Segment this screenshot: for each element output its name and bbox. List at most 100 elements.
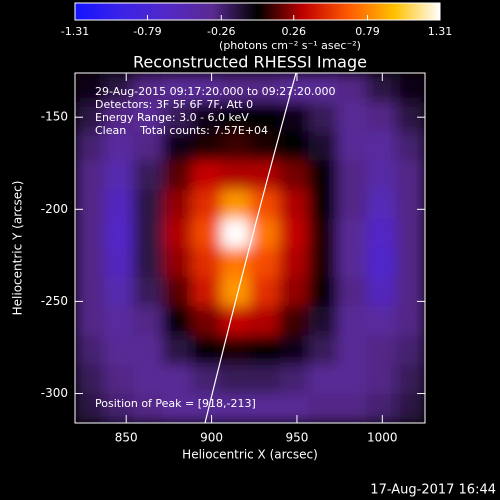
heatmap-cell <box>338 219 368 249</box>
heatmap-cell <box>221 190 251 220</box>
heatmap-cell <box>75 306 105 336</box>
heatmap-cell <box>338 131 368 161</box>
heatmap-cell <box>308 219 338 249</box>
colorbar-tick-label: 0.26 <box>281 25 306 38</box>
heatmap-cell <box>163 248 193 278</box>
heatmap-cell <box>104 248 134 278</box>
heatmap-cell <box>75 365 105 395</box>
colorbar-label: (photons cm⁻² s⁻¹ asec⁻²) <box>219 39 361 52</box>
heatmap-cell <box>192 306 222 336</box>
heatmap-cell <box>75 248 105 278</box>
heatmap-cell <box>250 219 280 249</box>
annotation: Detectors: 3F 5F 6F 7F, Att 0 <box>95 98 253 111</box>
heatmap-cell <box>104 306 134 336</box>
heatmap-cell <box>396 306 426 336</box>
heatmap-cell <box>367 161 397 191</box>
chart-title: Reconstructed RHESSI Image <box>133 53 367 72</box>
heatmap-cell <box>396 73 426 103</box>
heatmap-cell <box>104 277 134 307</box>
heatmap-cell <box>308 336 338 366</box>
heatmap-cell <box>221 365 251 395</box>
heatmap-cell <box>396 190 426 220</box>
heatmap-cell <box>163 219 193 249</box>
x-tick-label: 850 <box>115 431 138 445</box>
heatmap-cell <box>338 365 368 395</box>
heatmap-cell <box>75 336 105 366</box>
y-axis-label: Heliocentric Y (arcsec) <box>11 181 25 316</box>
heatmap-cell <box>250 277 280 307</box>
heatmap-cell <box>163 306 193 336</box>
heatmap-cell <box>338 190 368 220</box>
heatmap-cell <box>367 73 397 103</box>
heatmap-cell <box>221 306 251 336</box>
colorbar-tick-label: -0.26 <box>207 25 235 38</box>
peak-label: Position of Peak = [918,-213] <box>95 397 256 410</box>
heatmap-cell <box>338 248 368 278</box>
heatmap-cell <box>396 248 426 278</box>
heatmap-cell <box>192 365 222 395</box>
heatmap-cell <box>133 306 163 336</box>
heatmap-cell <box>279 190 309 220</box>
heatmap-cell <box>338 102 368 132</box>
heatmap-cell <box>104 161 134 191</box>
heatmap-cell <box>250 161 280 191</box>
annotation: Clean Total counts: 7.57E+04 <box>95 124 268 137</box>
heatmap-cell <box>338 394 368 424</box>
heatmap-cell <box>367 190 397 220</box>
colorbar-tick-label: 0.79 <box>355 25 380 38</box>
timestamp: 17-Aug-2017 16:44 <box>370 483 496 498</box>
heatmap-cell <box>308 394 338 424</box>
heatmap-cell <box>338 161 368 191</box>
heatmap-cell <box>133 277 163 307</box>
heatmap-cell <box>308 248 338 278</box>
heatmap-cell <box>308 131 338 161</box>
heatmap-cell <box>279 336 309 366</box>
heatmap-cell <box>75 277 105 307</box>
heatmap-cell <box>338 336 368 366</box>
heatmap-cell <box>279 365 309 395</box>
heatmap-cell <box>75 219 105 249</box>
heatmap-cell <box>279 248 309 278</box>
heatmap-cell <box>133 190 163 220</box>
heatmap-cell <box>396 161 426 191</box>
y-tick-label: -250 <box>41 294 68 308</box>
heatmap-cell <box>396 336 426 366</box>
heatmap-cell <box>308 102 338 132</box>
colorbar-tick-label: -1.31 <box>61 25 89 38</box>
heatmap-cell <box>133 161 163 191</box>
heatmap-cell <box>163 336 193 366</box>
heatmap-cell <box>396 277 426 307</box>
heatmap-cell <box>367 394 397 424</box>
heatmap-cell <box>367 219 397 249</box>
heatmap-cell <box>367 248 397 278</box>
heatmap-cell <box>279 394 309 424</box>
y-tick-label: -200 <box>41 202 68 216</box>
y-tick-label: -300 <box>41 386 68 400</box>
heatmap-cell <box>192 248 222 278</box>
heatmap-cell <box>104 365 134 395</box>
heatmap-cell <box>133 336 163 366</box>
heatmap-cell <box>250 306 280 336</box>
heatmap-cell <box>133 248 163 278</box>
heatmap-cell <box>338 73 368 103</box>
heatmap-cell <box>250 190 280 220</box>
x-tick-label: 950 <box>285 431 308 445</box>
y-tick-label: -150 <box>41 110 68 124</box>
heatmap-cell <box>133 365 163 395</box>
heatmap-cell <box>133 219 163 249</box>
heatmap-cell <box>192 190 222 220</box>
heatmap-cell <box>367 131 397 161</box>
heatmap-cell <box>367 277 397 307</box>
heatmap-cell <box>279 277 309 307</box>
heatmap-cell <box>308 161 338 191</box>
heatmap-cell <box>396 131 426 161</box>
x-tick-label: 900 <box>200 431 223 445</box>
heatmap-cell <box>308 306 338 336</box>
heatmap-cell <box>221 161 251 191</box>
heatmap-cell <box>163 365 193 395</box>
annotation: 29-Aug-2015 09:17:20.000 to 09:27:20.000 <box>95 85 336 98</box>
heatmap-cell <box>163 277 193 307</box>
heatmap-cell <box>279 219 309 249</box>
heatmap-cell <box>192 219 222 249</box>
